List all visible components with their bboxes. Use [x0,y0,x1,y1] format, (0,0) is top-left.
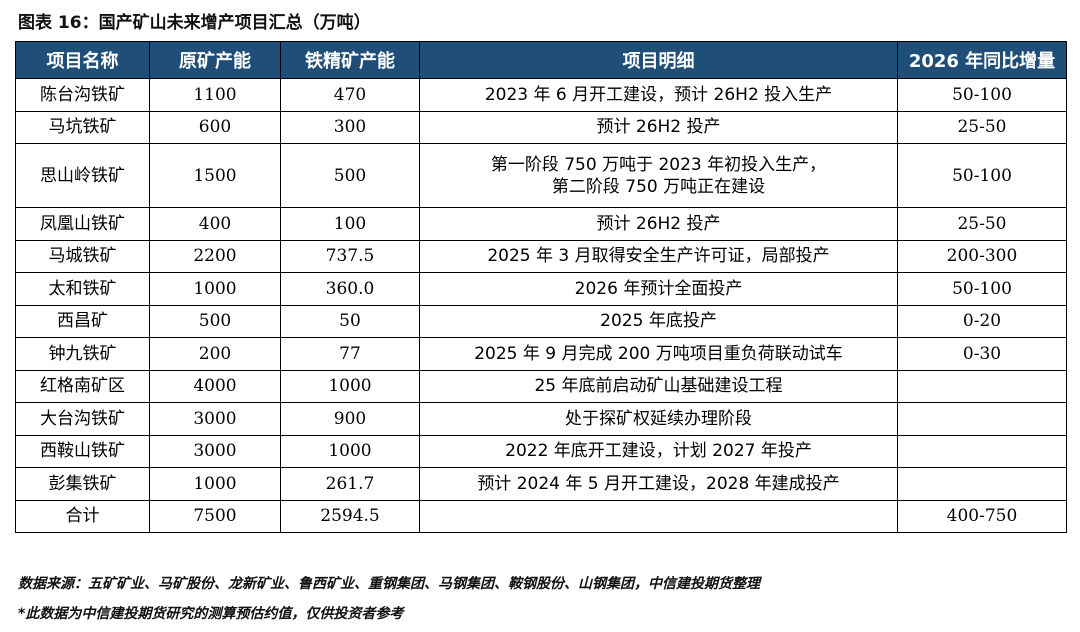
table-row: 西昌矿 500 50 2025 年底投产 0-20 [15,304,1067,338]
cell-project-name: 西昌矿 [15,304,150,338]
cell-ore-capacity: 400 [149,207,281,241]
cell-project-details: 2023 年 6 月开工建设，预计 26H2 投入生产 [419,78,898,112]
cell-project-details: 2025 年 3 月取得安全生产许可证，局部投产 [419,239,898,273]
table-header-row: 项目名称 原矿产能 铁精矿产能 项目明细 2026 年同比增量 [15,41,1067,79]
cell-project-name: 彭集铁矿 [15,467,150,501]
header-2026-increment: 2026 年同比增量 [897,41,1067,79]
cell-2026-increment: 200-300 [897,239,1067,273]
cell-ore-capacity: 3000 [149,402,281,436]
figure-caption: 图表 16：国产矿山未来增产项目汇总（万吨） [18,13,371,33]
cell-project-name: 西鞍山铁矿 [15,434,150,468]
cell-ore-capacity: 1000 [149,467,281,501]
cell-concentrate-capacity: 737.5 [280,239,420,273]
cell-project-details: 第一阶段 750 万吨于 2023 年初投入生产， 第二阶段 750 万吨正在建设 [419,143,898,208]
table-row: 思山岭铁矿 1500 500 第一阶段 750 万吨于 2023 年初投入生产， 第二阶… [15,143,1067,208]
cell-2026-increment: 25-50 [897,207,1067,241]
cell-project-name: 陈台沟铁矿 [15,78,150,112]
cell-project-name: 马坑铁矿 [15,110,150,144]
cell-concentrate-capacity: 470 [280,78,420,112]
cell-concentrate-capacity: 1000 [280,434,420,468]
disclaimer-note: *此数据为中信建投期货研究的测算预估约值，仅供投资者参考 [18,606,404,622]
cell-project-details: 2025 年底投产 [419,304,898,338]
cell-ore-capacity: 1100 [149,78,281,112]
cell-ore-capacity: 200 [149,337,281,371]
cell-2026-increment [897,467,1067,501]
projects-table-container: 项目名称 原矿产能 铁精矿产能 项目明细 2026 年同比增量 陈台沟铁矿 110… [15,41,1067,533]
cell-project-details: 2026 年预计全面投产 [419,272,898,306]
cell-project-details: 预计 2024 年 5 月开工建设，2028 年建成投产 [419,467,898,501]
cell-2026-increment: 0-20 [897,304,1067,338]
header-project-name: 项目名称 [15,41,150,79]
cell-ore-capacity: 500 [149,304,281,338]
cell-project-name: 太和铁矿 [15,272,150,306]
cell-project-details: 2022 年底开工建设，计划 2027 年投产 [419,434,898,468]
projects-table: 项目名称 原矿产能 铁精矿产能 项目明细 2026 年同比增量 陈台沟铁矿 110… [15,41,1067,533]
table-row: 大台沟铁矿 3000 900 处于探矿权延续办理阶段 [15,402,1067,436]
table-row: 马坑铁矿 600 300 预计 26H2 投产 25-50 [15,110,1067,144]
table-row: 陈台沟铁矿 1100 470 2023 年 6 月开工建设，预计 26H2 投入生产 5… [15,78,1067,112]
cell-concentrate-capacity: 1000 [280,369,420,403]
cell-2026-increment [897,402,1067,436]
cell-ore-capacity: 7500 [149,499,281,533]
cell-ore-capacity: 2200 [149,239,281,273]
header-concentrate-capacity: 铁精矿产能 [280,41,420,79]
cell-ore-capacity: 600 [149,110,281,144]
cell-project-name: 马城铁矿 [15,239,150,273]
cell-2026-increment: 50-100 [897,78,1067,112]
cell-ore-capacity: 1500 [149,143,281,208]
cell-concentrate-capacity: 2594.5 [280,499,420,533]
cell-project-name: 思山岭铁矿 [15,143,150,208]
cell-concentrate-capacity: 500 [280,143,420,208]
table-row: 马城铁矿 2200 737.5 2025 年 3 月取得安全生产许可证，局部投产 200… [15,239,1067,273]
cell-project-details: 2025 年 9 月完成 200 万吨项目重负荷联动试车 [419,337,898,371]
cell-concentrate-capacity: 261.7 [280,467,420,501]
cell-project-details: 预计 26H2 投产 [419,110,898,144]
cell-2026-increment [897,369,1067,403]
table-row: 凤凰山铁矿 400 100 预计 26H2 投产 25-50 [15,207,1067,241]
cell-2026-increment [897,434,1067,468]
cell-2026-increment: 50-100 [897,272,1067,306]
cell-project-name: 钟九铁矿 [15,337,150,371]
table-row: 西鞍山铁矿 3000 1000 2022 年底开工建设，计划 2027 年投产 [15,434,1067,468]
cell-project-name: 红格南矿区 [15,369,150,403]
cell-2026-increment: 25-50 [897,110,1067,144]
table-row: 钟九铁矿 200 77 2025 年 9 月完成 200 万吨项目重负荷联动试车 0-3… [15,337,1067,371]
cell-concentrate-capacity: 50 [280,304,420,338]
cell-project-details: 处于探矿权延续办理阶段 [419,402,898,436]
cell-project-details: 预计 26H2 投产 [419,207,898,241]
cell-ore-capacity: 4000 [149,369,281,403]
table-row: 彭集铁矿 1000 261.7 预计 2024 年 5 月开工建设，2028 年建成投… [15,467,1067,501]
cell-project-name: 合计 [15,499,150,533]
table-row: 合计 7500 2594.5 400-750 [15,499,1067,533]
cell-2026-increment: 50-100 [897,143,1067,208]
cell-project-name: 大台沟铁矿 [15,402,150,436]
cell-concentrate-capacity: 300 [280,110,420,144]
header-project-details: 项目明细 [419,41,898,79]
header-ore-capacity: 原矿产能 [149,41,281,79]
cell-concentrate-capacity: 100 [280,207,420,241]
table-row: 太和铁矿 1000 360.0 2026 年预计全面投产 50-100 [15,272,1067,306]
cell-project-name: 凤凰山铁矿 [15,207,150,241]
cell-concentrate-capacity: 77 [280,337,420,371]
cell-concentrate-capacity: 360.0 [280,272,420,306]
table-body: 陈台沟铁矿 1100 470 2023 年 6 月开工建设，预计 26H2 投入生产 5… [15,78,1067,533]
cell-2026-increment: 0-30 [897,337,1067,371]
source-note: 数据来源：五矿矿业、马矿股份、龙新矿业、鲁西矿业、重钢集团、马钢集团、鞍钢股份、… [18,576,760,592]
cell-2026-increment: 400-750 [897,499,1067,533]
cell-ore-capacity: 1000 [149,272,281,306]
cell-project-details: 25 年底前启动矿山基础建设工程 [419,369,898,403]
cell-project-details [419,499,898,533]
table-row: 红格南矿区 4000 1000 25 年底前启动矿山基础建设工程 [15,369,1067,403]
cell-concentrate-capacity: 900 [280,402,420,436]
cell-ore-capacity: 3000 [149,434,281,468]
